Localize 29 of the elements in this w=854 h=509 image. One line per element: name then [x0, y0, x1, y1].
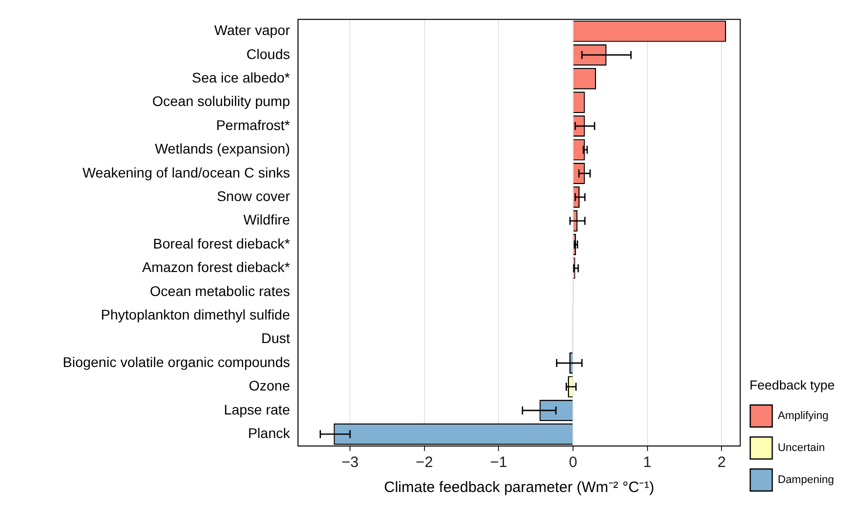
y-tick-label: Dust	[261, 330, 290, 346]
y-tick-label: Clouds	[246, 46, 290, 62]
x-tick-label: 0	[568, 454, 578, 472]
y-tick-label: Biogenic volatile organic compounds	[62, 354, 290, 370]
legend-label: Amplifying	[778, 410, 828, 422]
y-tick-label: Snow cover	[216, 188, 290, 204]
y-tick-label: Ocean metabolic rates	[150, 282, 290, 299]
y-tick-label: Boreal forest dieback*	[153, 235, 291, 252]
x-tick-label: 2	[717, 454, 726, 472]
y-tick-label: Ocean solubility pump	[152, 93, 290, 110]
x-tick-label: −2	[416, 454, 433, 472]
x-tick-label: −3	[341, 454, 359, 472]
legend-label: Uncertain	[778, 442, 825, 454]
y-tick-label: Amazon forest dieback*	[142, 259, 291, 276]
y-tick-label: Permafrost*	[216, 116, 291, 133]
legend-label: Dampening	[778, 474, 834, 486]
x-tick-label: −1	[490, 454, 508, 472]
legend-title: Feedback type	[749, 377, 835, 392]
y-tick-label: Sea ice albedo*	[192, 70, 291, 86]
x-axis-title: Climate feedback parameter (Wm⁻² °C⁻¹)	[384, 479, 654, 496]
y-tick-label: Lapse rate	[224, 401, 290, 418]
y-tick-label: Phytoplankton dimethyl sulfide	[100, 306, 290, 323]
y-tick-label: Wetlands (expansion)	[154, 140, 290, 157]
y-tick-label: Wildfire	[243, 212, 290, 228]
y-tick-label: Water vapor	[214, 22, 290, 38]
x-tick-label: 1	[643, 454, 652, 472]
y-tick-label: Weakening of land/ocean C sinks	[82, 164, 290, 180]
y-tick-label: Planck	[248, 425, 291, 442]
y-tick-label: Ozone	[248, 378, 290, 394]
